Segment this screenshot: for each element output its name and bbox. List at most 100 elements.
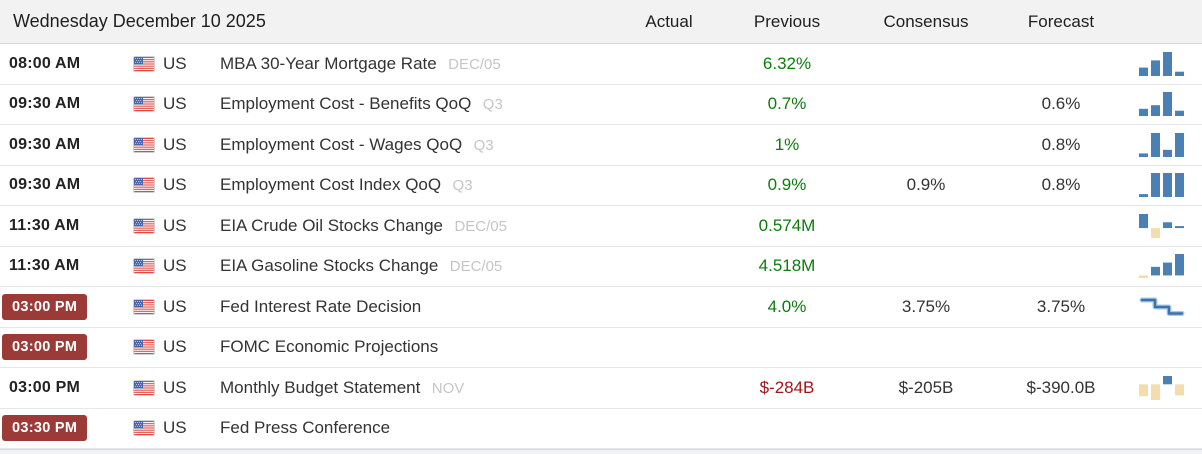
- event-link[interactable]: Fed Press Conference: [220, 418, 391, 438]
- event-link[interactable]: EIA Gasoline Stocks Change: [220, 256, 439, 276]
- event-reference-period: DEC/05: [449, 258, 503, 276]
- previous-value: 4.0%: [767, 296, 807, 316]
- country-cell: US: [118, 175, 206, 195]
- event-time-cell: 09:30 AM: [0, 136, 118, 154]
- event-time-cell: 03:00 PM: [0, 379, 118, 397]
- us-flag-icon: [133, 379, 155, 396]
- event-cell: Employment Cost Index QoQ Q3: [206, 175, 624, 195]
- forecast-value: 0.8%: [1041, 134, 1081, 154]
- country-cell: US: [118, 216, 206, 236]
- event-row[interactable]: 09:30 AM: [0, 125, 1202, 166]
- event-cell: MBA 30-Year Mortgage Rate DEC/05: [206, 54, 624, 74]
- event-reference-period: DEC/05: [454, 217, 507, 235]
- event-cell: Monthly Budget Statement NOV: [206, 378, 624, 398]
- event-time-cell: 03:00 PM: [0, 293, 118, 320]
- sparkline-chart: [1130, 212, 1202, 240]
- event-time-cell: 08:00 AM: [0, 55, 118, 73]
- event-link[interactable]: EIA Crude Oil Stocks Change: [220, 215, 444, 235]
- event-cell: Employment Cost - Wages QoQ Q3: [206, 135, 624, 155]
- event-row[interactable]: 11:30 AM: [0, 246, 1202, 287]
- event-time-cell: 09:30 AM: [0, 95, 118, 113]
- country-cell: US: [118, 378, 206, 398]
- us-flag-icon: [133, 136, 155, 153]
- sparkline-chart: [1130, 252, 1202, 280]
- event-reference-period: DEC/05: [448, 55, 501, 73]
- date-title: Wednesday December 10 2025: [13, 11, 266, 31]
- country-cell: US: [118, 297, 206, 317]
- event-row[interactable]: 09:30 AM: [0, 84, 1202, 125]
- column-header-actual: Actual: [645, 11, 693, 31]
- country-code: US: [163, 418, 187, 438]
- country-code: US: [163, 296, 187, 316]
- event-link[interactable]: Employment Cost - Wages QoQ: [220, 134, 463, 154]
- next-day-header-strip: [0, 449, 1202, 454]
- event-time: 03:00 PM: [2, 293, 88, 320]
- event-cell: Fed Press Conference: [206, 418, 624, 438]
- event-link[interactable]: Monthly Budget Statement: [220, 377, 421, 397]
- sparkline-chart: [1130, 293, 1202, 321]
- sparkline-chart: [1130, 374, 1202, 402]
- column-header-previous: Previous: [753, 11, 821, 31]
- previous-value: 6.32%: [762, 53, 812, 73]
- sparkline-chart: [1130, 50, 1202, 78]
- event-time: 09:30 AM: [9, 95, 81, 113]
- event-time: 03:00 PM: [2, 334, 88, 361]
- event-row[interactable]: 03:00 PM: [0, 287, 1202, 328]
- sparkline-chart: [1130, 90, 1202, 118]
- event-link[interactable]: Employment Cost Index QoQ: [220, 175, 442, 195]
- country-code: US: [163, 377, 187, 397]
- country-cell: US: [118, 54, 206, 74]
- event-row[interactable]: 11:30 AM: [0, 206, 1202, 247]
- event-reference-period: Q3: [452, 177, 473, 195]
- previous-value: $-284B: [759, 377, 815, 397]
- event-row[interactable]: 03:00 PM: [0, 368, 1202, 409]
- event-reference-period: NOV: [431, 379, 465, 397]
- us-flag-icon: [133, 55, 155, 72]
- us-flag-icon: [133, 96, 155, 113]
- country-code: US: [163, 215, 187, 235]
- event-rows: 08:00 AM: [0, 44, 1202, 449]
- event-time-cell: 11:30 AM: [0, 257, 118, 275]
- event-link[interactable]: Employment Cost - Benefits QoQ: [220, 94, 472, 114]
- column-header-forecast: Forecast: [1027, 11, 1095, 31]
- event-cell: Fed Interest Rate Decision: [206, 297, 624, 317]
- event-time: 11:30 AM: [9, 257, 80, 275]
- consensus-value: 0.9%: [906, 175, 946, 195]
- sparkline-chart: [1130, 131, 1202, 159]
- event-cell: EIA Gasoline Stocks Change DEC/05: [206, 256, 624, 276]
- country-code: US: [163, 134, 187, 154]
- calendar-day-header: Wednesday December 10 2025 Actual Previo…: [0, 0, 1202, 44]
- event-cell: EIA Crude Oil Stocks Change DEC/05: [206, 216, 624, 236]
- us-flag-icon: [133, 217, 155, 234]
- event-row[interactable]: 08:00 AM: [0, 44, 1202, 85]
- event-link[interactable]: MBA 30-Year Mortgage Rate: [220, 53, 437, 73]
- country-code: US: [163, 53, 187, 73]
- us-flag-icon: [133, 298, 155, 315]
- country-code: US: [163, 94, 187, 114]
- us-flag-icon: [133, 420, 155, 437]
- us-flag-icon: [133, 258, 155, 275]
- forecast-value: 0.6%: [1041, 94, 1081, 114]
- forecast-value: 3.75%: [1036, 296, 1086, 316]
- previous-value: 0.574M: [758, 215, 816, 235]
- column-header-consensus: Consensus: [883, 11, 969, 31]
- event-link[interactable]: FOMC Economic Projections: [220, 337, 439, 357]
- event-time-cell: 03:00 PM: [0, 334, 118, 361]
- event-link[interactable]: Fed Interest Rate Decision: [220, 296, 422, 316]
- event-time-cell: 11:30 AM: [0, 217, 118, 235]
- sparkline-chart: [1130, 171, 1202, 199]
- event-row[interactable]: 03:00 PM: [0, 327, 1202, 368]
- country-cell: US: [118, 256, 206, 276]
- event-time: 08:00 AM: [9, 54, 81, 72]
- previous-value: 1%: [774, 134, 800, 154]
- forecast-value: 0.8%: [1041, 175, 1081, 195]
- event-row[interactable]: 09:30 AM: [0, 165, 1202, 206]
- previous-value: 4.518M: [758, 256, 816, 276]
- country-code: US: [163, 175, 187, 195]
- us-flag-icon: [133, 339, 155, 356]
- event-row[interactable]: 03:30 PM: [0, 408, 1202, 449]
- event-time: 09:30 AM: [9, 135, 81, 153]
- event-time: 09:30 AM: [9, 176, 81, 194]
- us-flag-icon: [133, 177, 155, 194]
